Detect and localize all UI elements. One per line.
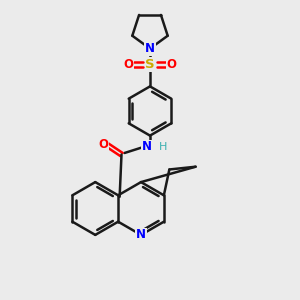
Text: S: S: [145, 58, 155, 71]
Text: N: N: [145, 42, 155, 55]
Text: N: N: [142, 140, 152, 154]
Text: O: O: [167, 58, 177, 71]
Text: O: O: [123, 58, 134, 71]
Text: O: O: [98, 137, 109, 151]
Text: N: N: [136, 228, 146, 242]
Text: H: H: [158, 142, 167, 152]
